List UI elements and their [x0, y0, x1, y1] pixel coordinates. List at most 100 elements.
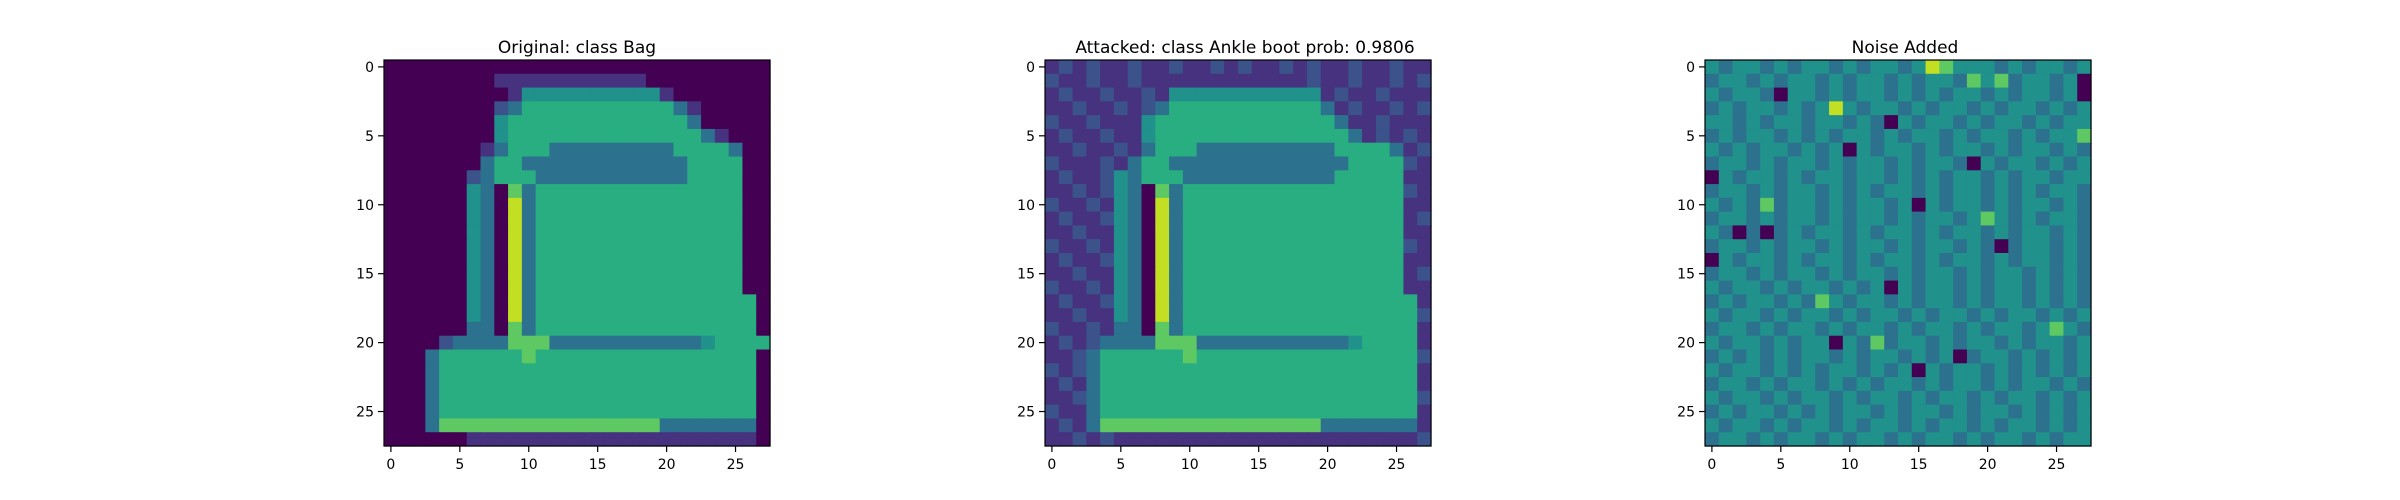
heatmap-cell [1293, 294, 1308, 309]
heatmap-cell [1362, 239, 1377, 254]
heatmap-cell [563, 87, 578, 102]
heatmap-cell [480, 239, 495, 254]
heatmap-cell [1718, 170, 1734, 185]
heatmap-cell [466, 418, 482, 433]
heatmap-cell [1072, 225, 1087, 240]
heatmap-cell [1169, 335, 1184, 351]
heatmap-cell [1182, 308, 1198, 323]
heatmap-cell [411, 156, 426, 171]
heatmap-cell [1403, 211, 1418, 227]
heatmap-cell [1113, 197, 1129, 213]
heatmap-cell [1718, 197, 1734, 213]
heatmap-cell [1994, 156, 2009, 171]
heatmap-cell [1086, 266, 1101, 282]
heatmap-cell [411, 128, 426, 144]
heatmap-cell [397, 404, 413, 420]
heatmap-cell [1251, 418, 1267, 433]
heatmap-cell [1058, 321, 1074, 337]
heatmap-cell [1760, 142, 1775, 158]
heatmap-cell [535, 225, 551, 240]
heatmap-cell [521, 349, 537, 364]
heatmap-cell [1815, 404, 1830, 420]
heatmap-cell [1994, 308, 2009, 323]
heatmap-cell [590, 239, 606, 254]
heatmap-cell [1718, 142, 1734, 158]
heatmap-cell [1210, 170, 1225, 185]
heatmap-cell [1362, 101, 1377, 116]
heatmap-cell [521, 294, 537, 309]
heatmap-cell [1251, 239, 1267, 254]
heatmap-cell [1953, 128, 1968, 144]
heatmap-cell [1086, 308, 1101, 323]
heatmap-cell [563, 60, 578, 75]
heatmap-cell [1870, 308, 1885, 323]
heatmap-cell [701, 170, 716, 185]
heatmap-cell [1801, 335, 1816, 351]
heatmap-cell [1884, 101, 1899, 116]
heatmap-cell [425, 239, 440, 254]
heatmap-cell [563, 197, 578, 213]
heatmap-cell [1898, 142, 1913, 158]
heatmap-cell [535, 142, 551, 158]
heatmap-cell [1045, 142, 1060, 158]
heatmap-cell [1306, 197, 1322, 213]
heatmap-cell [1238, 115, 1253, 130]
heatmap-cell [687, 60, 702, 75]
heatmap-cell [659, 142, 675, 158]
heatmap-cell [508, 418, 523, 433]
heatmap-cell [618, 280, 633, 295]
heatmap-cell [1801, 280, 1816, 295]
x-tick-label: 15 [589, 457, 607, 473]
heatmap-cell [1375, 308, 1391, 323]
heatmap-cell [508, 170, 523, 185]
heatmap-cell [1746, 418, 1761, 433]
heatmap-cell [1045, 184, 1060, 199]
heatmap-cell [563, 115, 578, 130]
heatmap-cell [1127, 87, 1143, 102]
heatmap-cell [1293, 60, 1308, 75]
heatmap-cell [1306, 156, 1322, 171]
heatmap-cell [1801, 321, 1816, 337]
heatmap-cell [1787, 418, 1803, 433]
heatmap-cell [687, 390, 702, 406]
heatmap-cell [645, 101, 661, 116]
heatmap-cell [714, 294, 730, 309]
heatmap-cell [1939, 321, 1954, 337]
heatmap-cell [535, 115, 551, 130]
heatmap-cell [701, 321, 716, 337]
heatmap-cell [1966, 253, 1982, 268]
heatmap-cell [480, 184, 495, 199]
heatmap-cell [1403, 170, 1418, 185]
heatmap-cell [1113, 418, 1129, 433]
heatmap-cell [1911, 280, 1927, 295]
heatmap-cell [604, 294, 619, 309]
heatmap-cell [701, 266, 716, 282]
heatmap-cell [480, 253, 495, 268]
heatmap-cell [1746, 225, 1761, 240]
heatmap-cell [1279, 349, 1294, 364]
heatmap-cell [1334, 115, 1349, 130]
heatmap-cell [1980, 211, 1996, 227]
heatmap-cell [756, 390, 771, 406]
heatmap-cell [604, 418, 619, 433]
heatmap-cell [1113, 156, 1129, 171]
heatmap-cell [1348, 253, 1363, 268]
heatmap-cell [1375, 321, 1391, 337]
heatmap-cell [1100, 128, 1115, 144]
heatmap-cell [2022, 239, 2037, 254]
heatmap-cell [659, 404, 675, 420]
heatmap-cell [1953, 321, 1968, 337]
heatmap-cell [2077, 225, 2092, 240]
heatmap-cell [1265, 321, 1280, 337]
heatmap-cell [508, 294, 523, 309]
heatmap-cell [1045, 73, 1060, 89]
heatmap-cell [1293, 432, 1308, 447]
heatmap-cell [1994, 363, 2009, 378]
heatmap-cell [1732, 404, 1747, 420]
heatmap-cell [1155, 377, 1170, 392]
heatmap-cell [1829, 390, 1844, 406]
heatmap-cell [1829, 87, 1844, 102]
heatmap-cell [425, 294, 440, 309]
heatmap-cell [714, 184, 730, 199]
heatmap-cell [1155, 335, 1170, 351]
